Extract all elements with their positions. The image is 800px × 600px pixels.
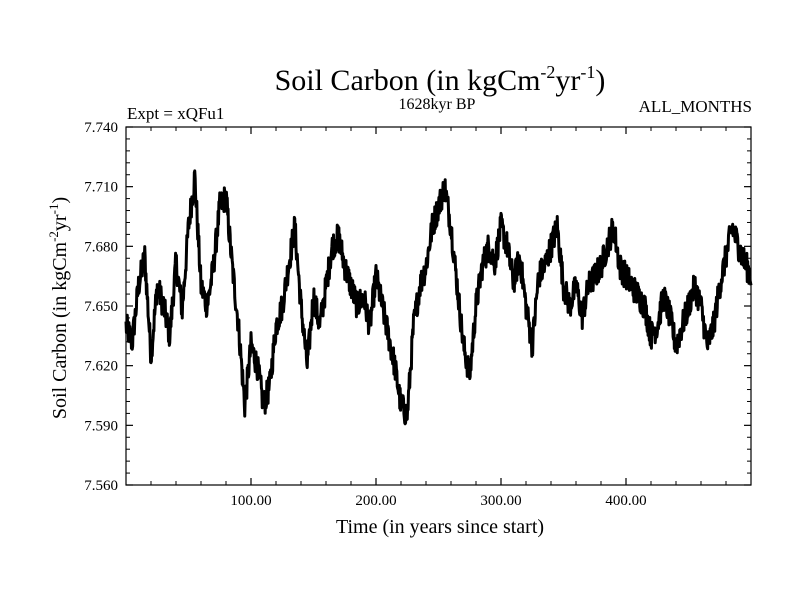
y-tick-label: 7.560 xyxy=(84,478,118,494)
y-axis-label: Soil Carbon (in kgCm-2yr-1) xyxy=(46,197,71,419)
soil-carbon-series-line xyxy=(124,169,753,426)
experiment-label: Expt = xQFu1 xyxy=(127,104,224,123)
x-tick-label: 300.00 xyxy=(480,493,521,509)
y-tick-label: 7.620 xyxy=(84,359,118,375)
x-tick-label: 400.00 xyxy=(605,493,646,509)
chart-subtitle: 1628kyr BP xyxy=(399,96,476,113)
plot-area xyxy=(125,126,752,486)
x-axis-label: Time (in years since start) xyxy=(336,516,544,538)
season-label: ALL_MONTHS xyxy=(639,97,752,116)
chart-title: Soil Carbon (in kgCm-2yr-1) xyxy=(275,62,606,97)
y-tick-label: 7.680 xyxy=(84,239,118,255)
y-tick-label: 7.740 xyxy=(84,120,118,136)
x-tick-label: 100.00 xyxy=(230,493,271,509)
y-tick-label: 7.590 xyxy=(84,418,118,434)
x-tick-label: 200.00 xyxy=(355,493,396,509)
y-axis-ticks: 7.560 7.590 7.620 7.650 7.680 7.710 7.740 xyxy=(84,120,751,494)
y-tick-label: 7.650 xyxy=(84,299,118,315)
x-axis-ticks: 100.00 200.00 300.00 400.00 xyxy=(150,127,727,509)
y-tick-label: 7.710 xyxy=(84,180,118,196)
